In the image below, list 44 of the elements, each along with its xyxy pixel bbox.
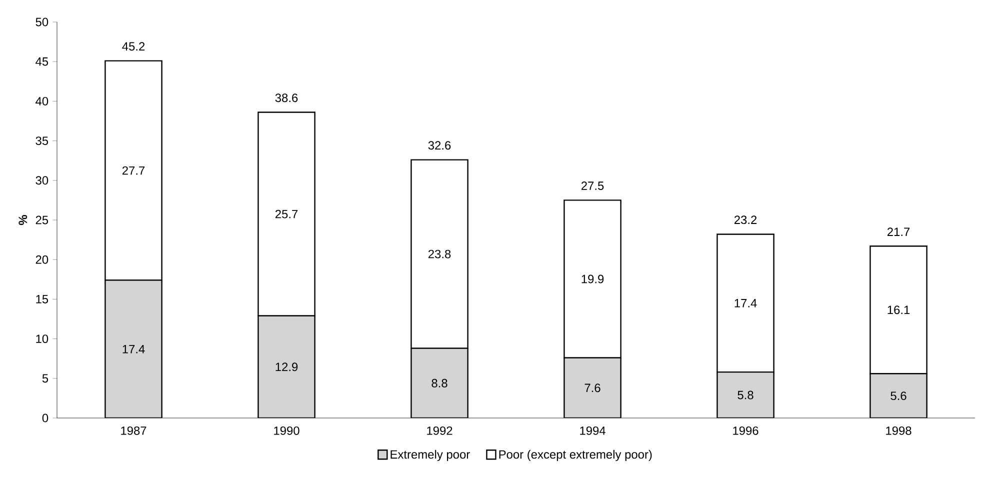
y-tick-label: 45 [36,57,48,66]
data-label: 17.4 [122,344,145,354]
total-label: 23.2 [734,216,757,224]
data-label: 19.9 [582,274,604,284]
bar [410,348,468,418]
data-label: 5.6 [890,392,906,400]
data-label: 25.7 [275,210,298,218]
data-label: 27.7 [122,166,145,175]
y-tick-label: 5 [42,374,48,383]
y-tick-label: 10 [36,334,48,344]
data-label: 7.6 [584,384,600,392]
bar [870,373,928,418]
y-axis-title: % [18,215,28,226]
x-tick-label: 1996 [733,426,758,435]
data-label: 8.8 [432,378,448,388]
data-label: 17.4 [734,299,757,308]
y-tick-label: 30 [36,176,48,185]
y-tick-label: 0 [42,414,48,422]
bar [564,357,622,418]
y-tick-label: 50 [36,18,48,26]
bar [104,280,162,418]
y-tick-label: 35 [36,136,48,146]
data-label: 5.8 [738,390,754,400]
x-tick-label: 1990 [274,426,300,435]
total-label: 27.5 [581,182,604,190]
total-label: 38.6 [275,94,298,102]
data-label: 12.9 [276,362,298,372]
data-label: 23.8 [428,250,451,258]
legend-label: Poor (except extremely poor) [499,450,652,462]
total-label: 21.7 [887,228,910,236]
bar [258,315,316,418]
x-tick-label: 1994 [580,426,606,435]
y-tick-label: 15 [36,295,48,304]
total-label: 32.6 [428,141,451,150]
y-tick-label: 25 [36,216,48,224]
y-tick-label: 40 [36,96,48,106]
bar [716,371,774,418]
total-label: 45.2 [122,42,145,51]
x-tick-label: 1998 [886,426,912,435]
y-tick-label: 20 [36,255,48,264]
x-tick-label: 1987 [121,426,146,435]
x-tick-label: 1992 [427,426,452,435]
legend-label: Extremely poor [390,450,470,462]
data-label: 16.1 [888,306,910,314]
